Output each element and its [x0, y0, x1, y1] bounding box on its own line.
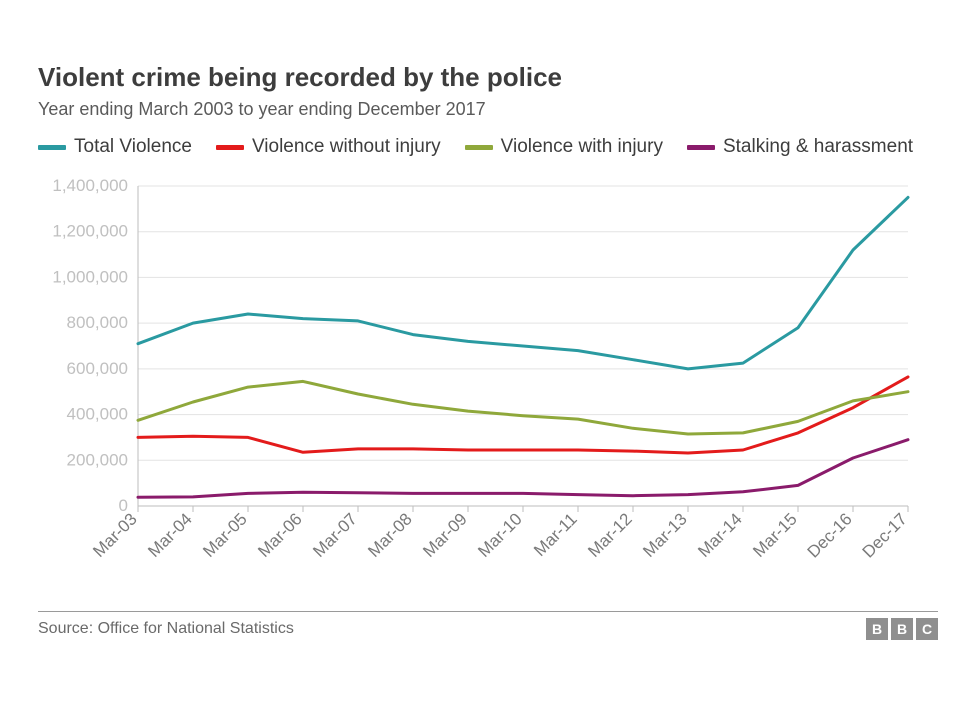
x-tick-label: Mar-06 — [254, 509, 306, 561]
chart-footer: Source: Office for National Statistics B… — [38, 618, 938, 640]
x-tick-label: Mar-08 — [364, 509, 416, 561]
legend-swatch — [216, 145, 244, 150]
chart-legend: Total Violence Violence without injury Vio… — [38, 136, 938, 158]
x-tick-label: Mar-14 — [694, 509, 746, 561]
chart-plot-area: 0200,000400,000600,000800,0001,000,0001,… — [38, 166, 938, 601]
bbc-letter: B — [866, 618, 888, 640]
bbc-letter: C — [916, 618, 938, 640]
source-label: Source: Office for National Statistics — [38, 620, 294, 638]
legend-swatch — [687, 145, 715, 150]
legend-label: Stalking & harassment — [723, 136, 913, 158]
x-tick-label: Mar-11 — [530, 509, 581, 560]
x-tick-label: Mar-13 — [639, 509, 691, 561]
x-tick-label: Dec-16 — [804, 509, 856, 561]
chart-svg: 0200,000400,000600,000800,0001,000,0001,… — [38, 166, 938, 596]
y-tick-label: 600,000 — [67, 359, 128, 378]
chart-subtitle: Year ending March 2003 to year ending De… — [38, 99, 938, 120]
chart-container: Violent crime being recorded by the poli… — [0, 0, 976, 702]
y-tick-label: 1,200,000 — [52, 222, 128, 241]
legend-label: Total Violence — [74, 136, 192, 158]
legend-label: Violence with injury — [501, 136, 663, 158]
y-tick-label: 200,000 — [67, 450, 128, 469]
legend-item: Total Violence — [38, 136, 192, 158]
x-tick-label: Mar-03 — [89, 509, 141, 561]
series-line — [138, 440, 908, 498]
x-tick-label: Mar-05 — [199, 509, 251, 561]
x-tick-label: Mar-10 — [474, 509, 526, 561]
y-tick-label: 1,000,000 — [52, 267, 128, 286]
legend-item: Stalking & harassment — [687, 136, 913, 158]
x-tick-label: Mar-04 — [144, 509, 196, 561]
legend-item: Violence with injury — [465, 136, 663, 158]
chart-title: Violent crime being recorded by the poli… — [38, 62, 938, 93]
series-line — [138, 381, 908, 434]
x-tick-label: Dec-17 — [859, 509, 911, 561]
x-tick-label: Mar-09 — [419, 509, 471, 561]
legend-swatch — [38, 145, 66, 150]
y-tick-label: 1,400,000 — [52, 176, 128, 195]
bbc-letter: B — [891, 618, 913, 640]
x-tick-label: Mar-15 — [749, 509, 801, 561]
x-tick-label: Mar-12 — [584, 509, 636, 561]
legend-label: Violence without injury — [252, 136, 441, 158]
footer-divider — [38, 611, 938, 612]
chart-card: Violent crime being recorded by the poli… — [38, 62, 938, 640]
series-line — [138, 197, 908, 369]
y-tick-label: 400,000 — [67, 405, 128, 424]
legend-item: Violence without injury — [216, 136, 441, 158]
legend-swatch — [465, 145, 493, 150]
y-tick-label: 800,000 — [67, 313, 128, 332]
bbc-logo: BBC — [866, 618, 938, 640]
x-tick-label: Mar-07 — [309, 509, 361, 561]
